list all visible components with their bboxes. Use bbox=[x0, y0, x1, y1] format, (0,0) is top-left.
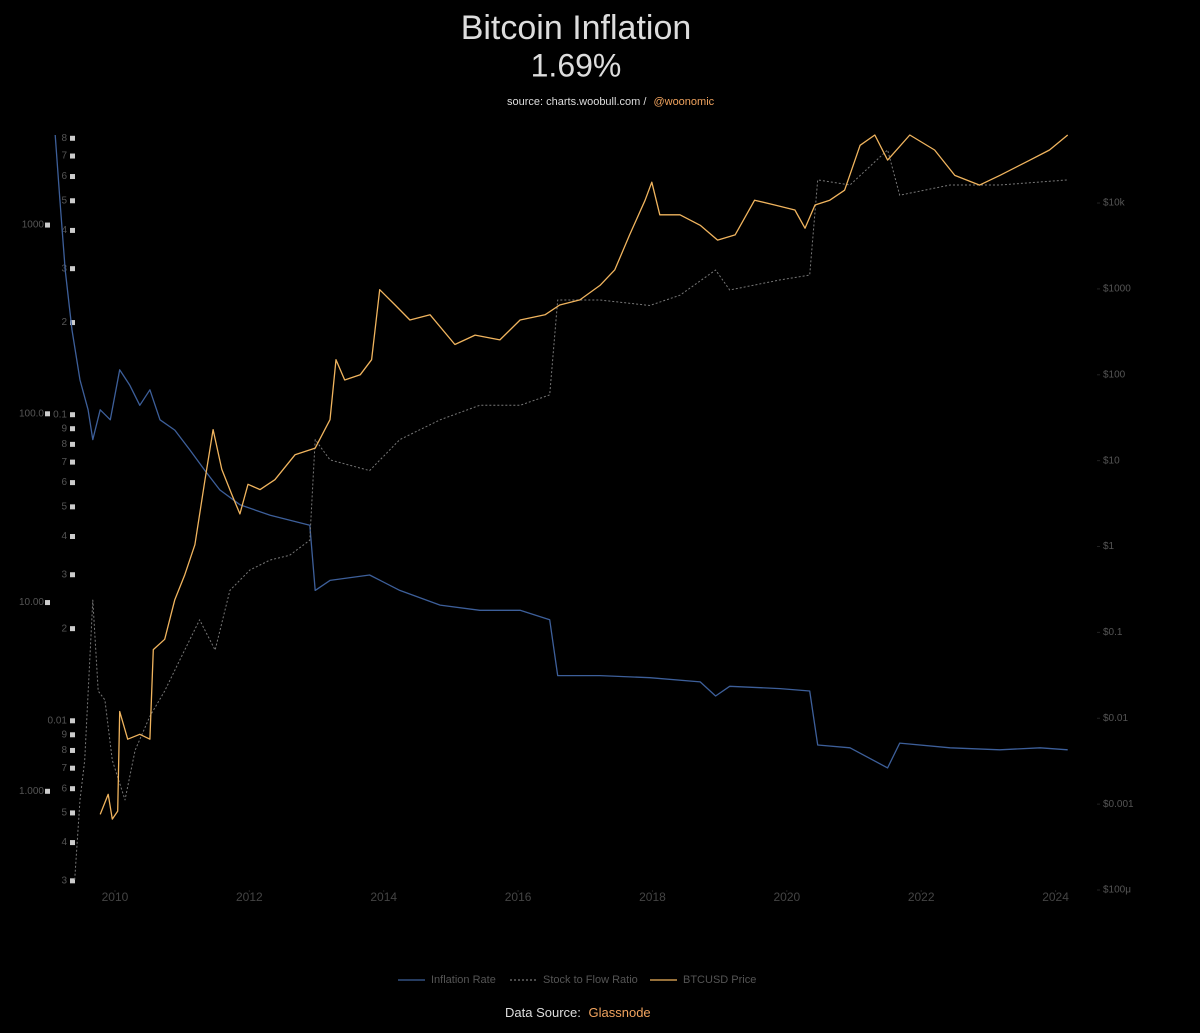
y3-tick-label: 2 bbox=[61, 623, 67, 634]
y-tick-label: 1.000 bbox=[19, 786, 44, 797]
y2-tick-label: $0.01 bbox=[1103, 713, 1128, 724]
y3-tick-label: 7 bbox=[61, 151, 67, 162]
y3-tick-label: 0.1 bbox=[53, 409, 67, 420]
y3-tick-mark bbox=[70, 320, 75, 326]
series-line bbox=[99, 134, 1069, 820]
y3-tick-mark bbox=[70, 765, 75, 771]
legend-label: BTCUSD Price bbox=[683, 974, 756, 986]
y3-tick-mark bbox=[70, 810, 75, 816]
y3-tick-mark bbox=[70, 626, 75, 632]
y3-tick-mark bbox=[70, 480, 75, 486]
x-tick-label: 2012 bbox=[236, 890, 263, 904]
series-line bbox=[74, 149, 1068, 880]
x-tick-label: 2018 bbox=[639, 890, 666, 904]
y3-tick-mark bbox=[70, 732, 75, 738]
y3-tick-mark bbox=[70, 426, 75, 432]
y3-tick-label: 3 bbox=[61, 569, 67, 580]
y3-tick-label: 6 bbox=[61, 171, 67, 182]
y3-tick-label: 4 bbox=[61, 837, 67, 848]
y-tick-label: 10.00 bbox=[19, 597, 44, 608]
y3-tick-label: 6 bbox=[61, 477, 67, 488]
y3-tick-mark bbox=[70, 747, 75, 753]
y-tick-label: 100.0 bbox=[19, 408, 44, 419]
y3-tick-label: 0.01 bbox=[48, 715, 68, 726]
y2-tick-label: $1000 bbox=[1103, 284, 1131, 295]
y3-tick-label: 7 bbox=[61, 457, 67, 468]
y3-tick-mark bbox=[70, 441, 75, 447]
y2-tick-label: $100 bbox=[1103, 369, 1126, 380]
y-tick-label: 1000 bbox=[22, 220, 45, 231]
y3-tick-mark bbox=[70, 227, 75, 233]
y3-tick-mark bbox=[70, 840, 75, 846]
y3-tick-label: 5 bbox=[61, 195, 67, 206]
source-text: source: charts.woobull.com / bbox=[507, 96, 647, 108]
x-tick-label: 2016 bbox=[505, 890, 532, 904]
x-tick-label: 2024 bbox=[1042, 890, 1069, 904]
y3-tick-mark bbox=[70, 572, 75, 578]
y3-tick-mark bbox=[70, 412, 75, 418]
y3-tick-label: 4 bbox=[61, 225, 67, 236]
y2-tick-label: $0.1 bbox=[1103, 627, 1123, 638]
y3-tick-label: 7 bbox=[61, 763, 67, 774]
y-tick-mark bbox=[45, 411, 50, 417]
y3-tick-mark bbox=[70, 786, 75, 792]
y3-tick-mark bbox=[70, 878, 75, 884]
series-line bbox=[54, 134, 1068, 769]
y3-tick-label: 8 bbox=[61, 439, 67, 450]
y3-tick-label: 5 bbox=[61, 501, 67, 512]
legend-label: Inflation Rate bbox=[431, 974, 496, 986]
y3-tick-mark bbox=[70, 153, 75, 159]
y3-tick-label: 8 bbox=[61, 745, 67, 756]
y3-tick-label: 3 bbox=[61, 875, 67, 886]
y2-tick-label: $0.001 bbox=[1103, 799, 1134, 810]
y2-tick-label: $100μ bbox=[1103, 885, 1131, 896]
y3-tick-mark bbox=[70, 135, 75, 141]
x-tick-label: 2014 bbox=[370, 890, 397, 904]
source-handle: @woonomic bbox=[653, 96, 714, 108]
y3-tick-label: 5 bbox=[61, 808, 67, 819]
legend-label: Stock to Flow Ratio bbox=[543, 974, 638, 986]
y3-tick-mark bbox=[70, 198, 75, 204]
y-tick-mark bbox=[45, 788, 50, 794]
x-tick-label: 2010 bbox=[102, 890, 129, 904]
y3-tick-mark bbox=[70, 459, 75, 465]
y-tick-mark bbox=[45, 222, 50, 228]
footer-text: Data Source: bbox=[505, 1005, 581, 1020]
x-tick-label: 2022 bbox=[908, 890, 935, 904]
y3-tick-label: 2 bbox=[61, 317, 67, 328]
y3-tick-mark bbox=[70, 534, 75, 540]
chart-subtitle: 1.69% bbox=[531, 47, 622, 83]
y3-tick-mark bbox=[70, 266, 75, 272]
footer-source: Glassnode bbox=[589, 1005, 651, 1020]
x-tick-label: 2020 bbox=[773, 890, 800, 904]
footer: Data Source: Glassnode bbox=[505, 1005, 651, 1020]
y2-tick-label: $1 bbox=[1103, 541, 1115, 552]
y2-tick-label: $10k bbox=[1103, 198, 1126, 209]
y3-tick-label: 8 bbox=[61, 133, 67, 144]
y3-tick-mark bbox=[70, 174, 75, 180]
source: source: charts.woobull.com / @woonomic bbox=[507, 96, 715, 108]
y3-tick-label: 6 bbox=[61, 783, 67, 794]
y3-tick-label: 9 bbox=[61, 729, 67, 740]
y3-tick-mark bbox=[70, 718, 75, 724]
y2-tick-label: $10 bbox=[1103, 455, 1120, 466]
y3-tick-label: 4 bbox=[61, 531, 67, 542]
y3-tick-label: 9 bbox=[61, 423, 67, 434]
y3-tick-mark bbox=[70, 504, 75, 510]
y3-tick-label: 3 bbox=[61, 263, 67, 274]
y-tick-mark bbox=[45, 600, 50, 606]
chart-title: Bitcoin Inflation bbox=[461, 9, 692, 47]
